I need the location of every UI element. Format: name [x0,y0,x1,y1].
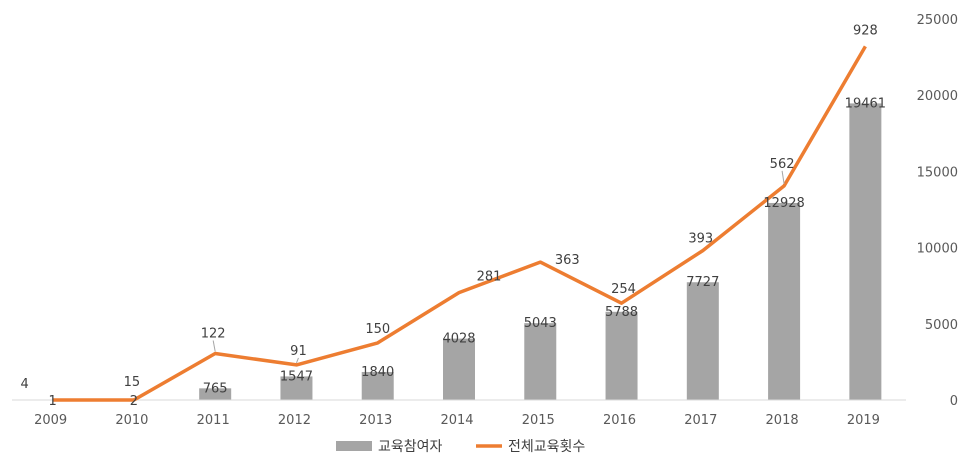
bar-label-2014: 4028 [442,332,475,347]
y-tick-5000: 5000 [925,318,958,333]
bar-data-labels: 1 2 765 1547 1840 4028 5043 5788 7727 12928 19461 [48,96,886,409]
bar-2012 [280,376,313,400]
leader-2012 [295,357,299,364]
y-tick-25000: 25000 [917,13,958,28]
x-axis-ticks: 2009 2010 2011 2012 2013 2014 2015 2016 2017 2018… [34,413,880,428]
x-tick-2014: 2014 [440,413,473,428]
x-tick-2015: 2015 [522,413,555,428]
bar-2017 [686,282,719,400]
x-tick-2009: 2009 [34,413,67,428]
line-label-2010: 15 [124,375,141,390]
legend: 교육참여자 전체교육횟수 [336,439,585,455]
line-label-2019: 928 [853,23,878,38]
label-leaders [212,170,785,364]
x-tick-2017: 2017 [684,413,717,428]
x-tick-2018: 2018 [766,413,799,428]
x-tick-2019: 2019 [847,413,880,428]
y-axis-ticks: 0 5000 10000 15000 20000 25000 [917,13,958,409]
bar-label-2017: 7727 [686,275,719,290]
line-label-2015: 363 [555,253,580,268]
leader-2011 [212,340,216,352]
line-label-2011: 122 [201,327,226,342]
x-tick-2013: 2013 [359,413,392,428]
legend-bar-swatch [336,441,372,451]
line-series [52,45,867,402]
x-tick-2016: 2016 [603,413,636,428]
bar-2015 [524,323,557,400]
bar-label-2012: 1547 [280,369,313,384]
leader-2018 [781,170,785,184]
line-label-2009: 4 [20,377,28,392]
x-tick-2010: 2010 [115,413,148,428]
bar-2016 [605,311,638,400]
bar-label-2010: 2 [130,394,138,409]
line-label-2012: 91 [290,344,307,359]
line-label-2018: 562 [770,157,795,172]
legend-line-label: 전체교육횟수 [508,439,585,455]
bar-2013 [361,371,394,400]
legend-bar-label: 교육참여자 [378,439,443,455]
bar-series [36,103,882,400]
y-tick-20000: 20000 [917,89,958,104]
bar-label-2013: 1840 [361,365,394,380]
bar-2018 [768,202,801,400]
y-tick-15000: 15000 [917,165,958,180]
x-tick-2012: 2012 [278,413,311,428]
x-tick-2011: 2011 [197,413,230,428]
line-label-2017: 393 [688,232,713,247]
bar-2014 [443,338,475,400]
bar-label-2011: 765 [203,381,228,396]
bar-label-2009: 1 [48,394,56,409]
bar-2011 [199,388,232,400]
y-tick-0: 0 [950,394,958,409]
y-tick-10000: 10000 [917,242,958,257]
bar-label-2016: 5788 [605,305,638,320]
line-label-2014: 281 [477,270,502,285]
bar-2019 [849,103,882,400]
line-data-labels: 4 15 122 91 150 281 363 254 393 562 928 [20,23,877,392]
line-label-2013: 150 [365,322,390,337]
bar-label-2018: 12928 [763,196,804,211]
bar-label-2019: 19461 [845,96,886,111]
bar-label-2015: 5043 [524,316,557,331]
line-label-2016: 254 [611,282,636,297]
